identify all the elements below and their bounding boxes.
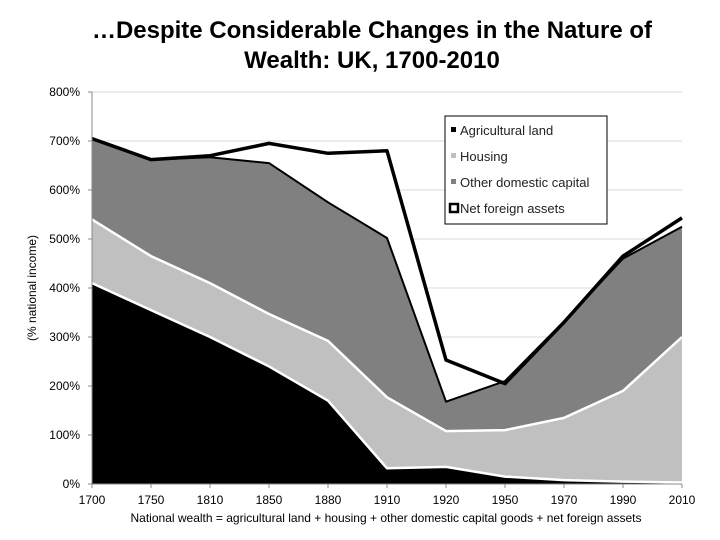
legend-swatch-net-foreign-assets bbox=[448, 202, 460, 214]
area-housing bbox=[92, 219, 682, 483]
legend-swatch-agricultural-land bbox=[451, 127, 456, 132]
axes bbox=[88, 91, 683, 488]
y-axis-label: (% national income) bbox=[25, 235, 39, 341]
area-other-domestic-capital bbox=[92, 138, 682, 432]
y-tick-label: 200% bbox=[49, 379, 80, 393]
legend-label-housing: Housing bbox=[460, 149, 508, 164]
y-tick-label: 100% bbox=[49, 428, 80, 442]
x-tick-label: 1990 bbox=[610, 493, 637, 507]
y-tick-label: 700% bbox=[49, 134, 80, 148]
y-tick-label: 300% bbox=[49, 330, 80, 344]
x-tick-label: 1850 bbox=[256, 493, 283, 507]
x-tick-label: 1950 bbox=[492, 493, 519, 507]
x-tick-label: 2010 bbox=[669, 493, 696, 507]
series-boundaries bbox=[91, 136, 683, 484]
y-tick-label: 400% bbox=[49, 281, 80, 295]
stacked-areas bbox=[92, 138, 682, 484]
x-tick-label: 1700 bbox=[79, 493, 106, 507]
legend-swatch-housing bbox=[451, 153, 456, 158]
y-tick-labels: 0% 100% 200% 300% 400% 500% 600% 700% 800% bbox=[49, 85, 80, 491]
area-net-foreign-assets bbox=[92, 138, 682, 402]
chart-title-line-1: …Despite Considerable Changes in the Nat… bbox=[92, 17, 653, 44]
x-tick-labels: 1700 1750 1810 1850 1880 1910 1920 1950 1970 1990… bbox=[79, 493, 696, 507]
chart-title-line-2: Wealth: UK, 1700-2010 bbox=[244, 47, 500, 74]
y-tick-label: 500% bbox=[49, 232, 80, 246]
legend-swatch-other-domestic-capital bbox=[451, 179, 456, 184]
x-tick-label: 1810 bbox=[197, 493, 224, 507]
legend-label-other-domestic-capital: Other domestic capital bbox=[460, 175, 589, 190]
legend-label-agricultural-land: Agricultural land bbox=[460, 123, 553, 138]
x-axis-label: National wealth = agricultural land + ho… bbox=[131, 511, 642, 525]
boundary-line-housing bbox=[91, 218, 683, 433]
area-agricultural-land bbox=[92, 283, 682, 484]
x-tick-label: 1920 bbox=[433, 493, 460, 507]
legend-label-net-foreign-assets: Net foreign assets bbox=[460, 201, 565, 216]
x-tick-label: 1880 bbox=[315, 493, 342, 507]
boundary-line-agricultural-land bbox=[91, 281, 683, 484]
legend-box bbox=[444, 115, 608, 225]
y-tick-label: 800% bbox=[49, 85, 80, 99]
y-tick-label: 0% bbox=[63, 477, 81, 491]
x-tick-label: 1970 bbox=[551, 493, 578, 507]
total-wealth-line bbox=[91, 136, 683, 386]
x-tick-label: 1750 bbox=[138, 493, 165, 507]
y-tick-label: 600% bbox=[49, 183, 80, 197]
legend: Agricultural land Housing Other domestic c… bbox=[444, 115, 608, 225]
x-tick-label: 1910 bbox=[374, 493, 401, 507]
